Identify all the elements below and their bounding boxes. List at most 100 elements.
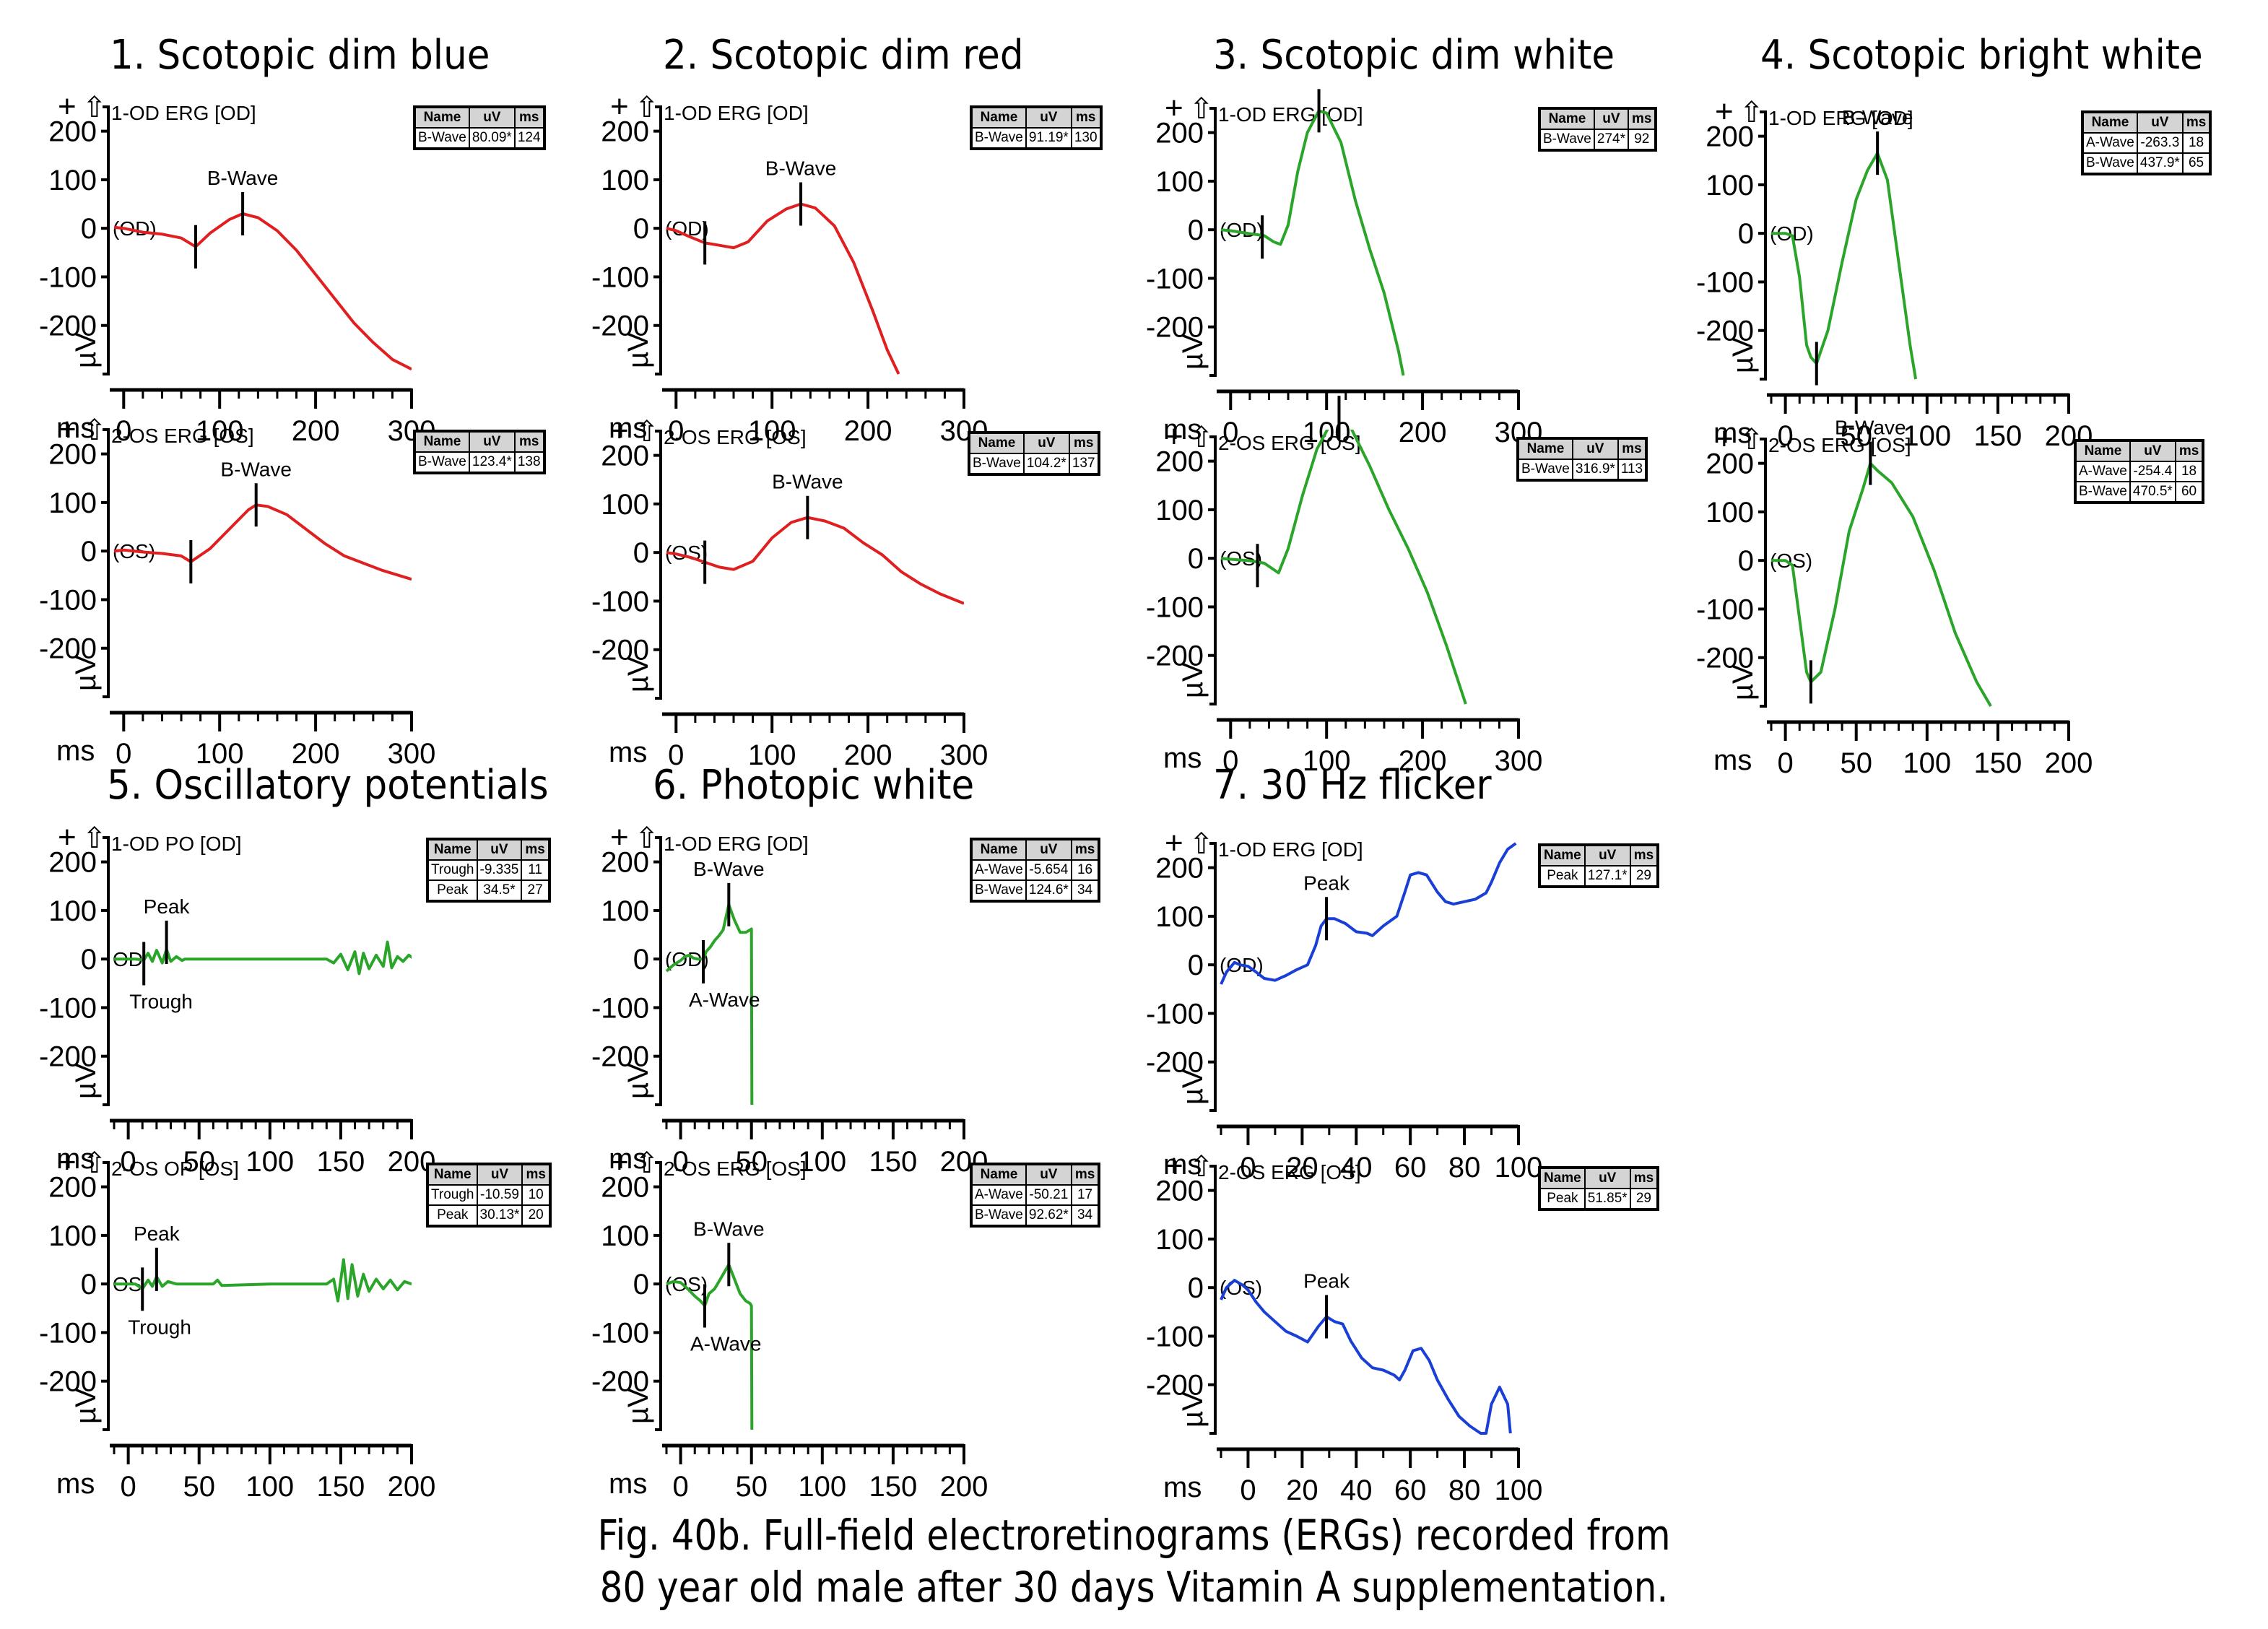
y-tick-label: 0 <box>633 213 649 245</box>
marker-label-trough: Trough <box>128 1316 191 1338</box>
up-arrow-icon: ⇧ <box>1189 828 1214 860</box>
table-row: B-Wave 437.9* 65 <box>2082 152 2212 175</box>
marker-label-b-wave: B-Wave <box>220 458 292 480</box>
y-tick-label: 200 <box>48 847 97 879</box>
polarity-label: + <box>1715 94 1734 129</box>
y-tick-label: -200 <box>1146 640 1204 672</box>
table-cell: 60 <box>2174 481 2204 503</box>
x-tick-label: 100 <box>246 1471 294 1503</box>
trace-label: 2-OS ERG [OS] <box>111 425 254 447</box>
x-tick-label: 200 <box>844 415 892 447</box>
y-tick-label: 200 <box>601 440 649 472</box>
table-header: uV <box>1593 108 1629 130</box>
x-tick-label: 0 <box>120 1146 136 1178</box>
erg-trace-od <box>1220 109 1405 376</box>
section-title-scotopic-dim-blue: 1. Scotopic dim blue <box>110 32 490 79</box>
x-tick-label: 200 <box>1399 745 1447 777</box>
y-tick-label: 100 <box>1155 495 1204 526</box>
y-tick-label: 100 <box>601 489 649 521</box>
y-tick-label: -100 <box>1696 594 1754 625</box>
x-tick-label: 0 <box>668 415 684 447</box>
y-unit-label: µV <box>1177 1391 1209 1428</box>
up-arrow-icon: ⇧ <box>635 416 659 448</box>
x-tick-label: 100 <box>1495 1152 1543 1183</box>
y-tick-label: -200 <box>1146 312 1204 344</box>
y-tick-label: -200 <box>39 1366 97 1398</box>
table-header: Name <box>1517 438 1573 460</box>
y-tick-label: -100 <box>1146 1321 1204 1352</box>
y-unit-label: µV <box>622 1063 654 1099</box>
trace-label: 1-OD ERG [OD] <box>664 833 809 855</box>
table-cell: -254.4 <box>2129 461 2176 482</box>
table-cell: B-Wave <box>414 451 470 474</box>
x-tick-label: 100 <box>798 1471 846 1503</box>
y-tick-label: 100 <box>1706 497 1754 529</box>
table-cell: B-Wave <box>970 879 1027 902</box>
x-tick-label: 200 <box>940 1471 989 1503</box>
erg-trace-od <box>1771 152 1918 380</box>
table-header: Name <box>968 432 1025 454</box>
table-header: Name <box>1539 108 1595 130</box>
section-title-oscillatory-potentials: 5. Oscillatory potentials <box>107 762 549 809</box>
x-tick-label: 0 <box>1777 747 1793 779</box>
x-tick-label: 0 <box>120 1471 136 1503</box>
polarity-label: + <box>58 412 77 447</box>
y-tick-label: 0 <box>81 1269 97 1300</box>
table-header: Name <box>970 106 1027 129</box>
polarity-label: + <box>610 413 629 448</box>
x-tick-label: 60 <box>1394 1152 1427 1183</box>
x-unit-label: ms <box>1163 1472 1202 1503</box>
table-header: ms <box>1629 844 1659 866</box>
x-tick-label: 100 <box>748 415 796 447</box>
y-tick-label: 0 <box>81 213 97 245</box>
y-tick-label: 0 <box>633 1269 649 1300</box>
measurement-table: Name uV ms B-Wave 316.9* 113 <box>1516 437 1648 482</box>
x-tick-label: 50 <box>735 1471 767 1503</box>
table-header: ms <box>1617 438 1648 460</box>
x-tick-label: 0 <box>668 739 684 771</box>
polarity-label: + <box>1165 1148 1183 1183</box>
table-header: uV <box>468 106 516 129</box>
x-tick-label: 200 <box>844 739 892 771</box>
y-unit-label: µV <box>70 332 102 368</box>
table-header: uV <box>1025 106 1072 129</box>
y-tick-label: 0 <box>1738 218 1754 250</box>
table-cell: 124 <box>513 127 545 149</box>
table-cell: 92 <box>1627 129 1657 151</box>
table-cell: B-Wave <box>1517 459 1573 481</box>
y-unit-label: µV <box>70 1063 102 1099</box>
y-unit-label: µV <box>1727 337 1759 373</box>
erg-trace-os <box>666 516 964 605</box>
table-cell: Peak <box>427 1204 478 1227</box>
table-header: uV <box>1571 438 1619 460</box>
table-header: ms <box>2174 440 2204 462</box>
y-tick-label: 100 <box>601 1220 649 1252</box>
x-tick-label: 0 <box>1222 745 1238 777</box>
table-cell: 124.6* <box>1025 879 1072 902</box>
table-cell: A-Wave <box>970 859 1027 881</box>
table-cell: 65 <box>2181 152 2212 175</box>
polarity-label: + <box>1165 825 1183 861</box>
measurement-table: Name uV ms Trough -9.335 11 Peak 34.5* 27 <box>426 838 551 903</box>
y-axis <box>103 1161 110 1431</box>
y-unit-label: µV <box>1177 1069 1209 1105</box>
erg-trace-od <box>665 903 754 1105</box>
x-tick-label: 50 <box>735 1146 767 1178</box>
table-cell: 130 <box>1070 127 1102 149</box>
x-tick-label: 200 <box>292 738 340 770</box>
y-tick-label: -100 <box>1146 263 1204 295</box>
measurement-table: Name uV ms B-Wave 80.09* 124 <box>413 105 546 150</box>
table-header: ms <box>1068 432 1100 454</box>
y-tick-label: 200 <box>1706 448 1754 480</box>
x-tick-label: 0 <box>672 1471 688 1503</box>
y-tick-label: -200 <box>39 1041 97 1073</box>
measurement-table: Name uV ms A-Wave -263.3 18 B-Wave 437.9* 65 <box>2081 110 2212 175</box>
up-arrow-icon: ⇧ <box>1189 93 1214 125</box>
table-row: Peak 127.1* 29 <box>1539 865 1659 887</box>
table-cell: A-Wave <box>2082 132 2138 154</box>
x-tick-label: 100 <box>1903 420 1951 452</box>
y-tick-label: -200 <box>39 633 97 665</box>
y-tick-label: -200 <box>39 310 97 342</box>
y-axis <box>1209 1165 1217 1435</box>
